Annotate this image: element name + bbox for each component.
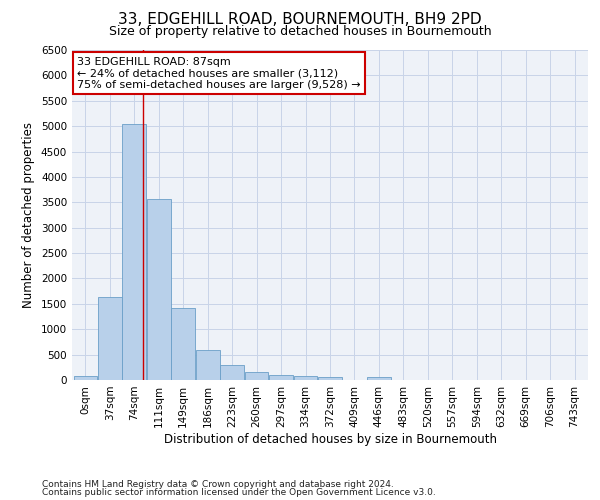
X-axis label: Distribution of detached houses by size in Bournemouth: Distribution of detached houses by size … — [163, 432, 497, 446]
Text: Contains HM Land Registry data © Crown copyright and database right 2024.: Contains HM Land Registry data © Crown c… — [42, 480, 394, 489]
Bar — [74, 376, 97, 380]
Bar — [147, 200, 170, 380]
Bar — [367, 376, 391, 380]
Bar — [122, 124, 146, 380]
Bar — [293, 376, 317, 380]
Bar — [318, 377, 342, 380]
Bar — [245, 372, 268, 380]
Y-axis label: Number of detached properties: Number of detached properties — [22, 122, 35, 308]
Text: Size of property relative to detached houses in Bournemouth: Size of property relative to detached ho… — [109, 25, 491, 38]
Bar — [220, 366, 244, 380]
Text: 33 EDGEHILL ROAD: 87sqm
← 24% of detached houses are smaller (3,112)
75% of semi: 33 EDGEHILL ROAD: 87sqm ← 24% of detache… — [77, 56, 361, 90]
Bar — [196, 350, 220, 380]
Bar — [269, 375, 293, 380]
Bar — [172, 308, 195, 380]
Text: 33, EDGEHILL ROAD, BOURNEMOUTH, BH9 2PD: 33, EDGEHILL ROAD, BOURNEMOUTH, BH9 2PD — [118, 12, 482, 28]
Text: Contains public sector information licensed under the Open Government Licence v3: Contains public sector information licen… — [42, 488, 436, 497]
Bar — [98, 296, 122, 380]
